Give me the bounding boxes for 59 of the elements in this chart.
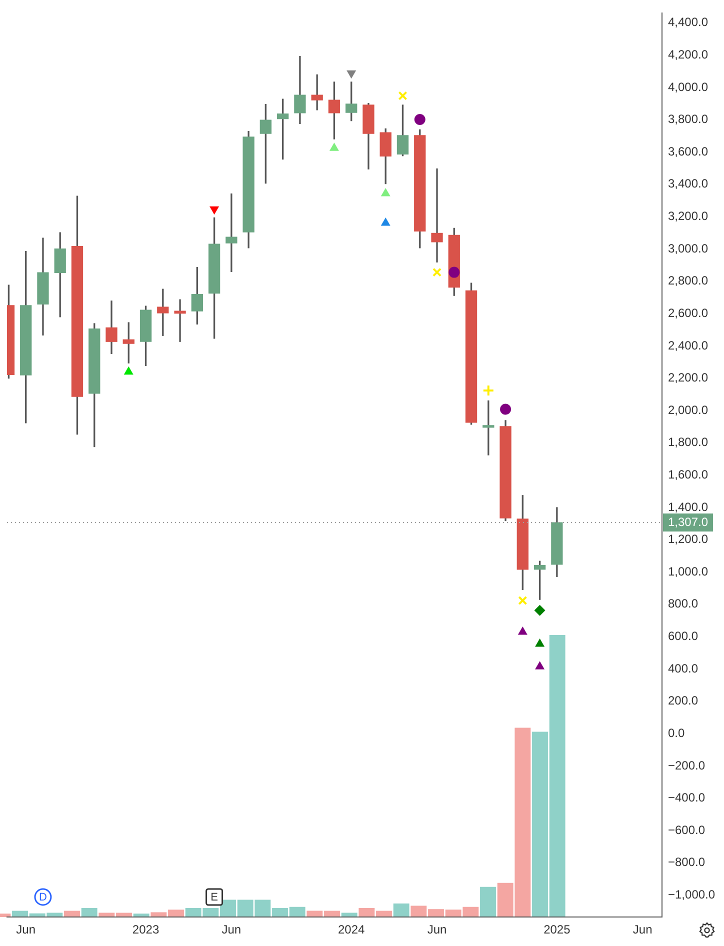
- y-tick-label: 2,200.0: [668, 370, 708, 385]
- y-tick-label: −800.0: [668, 855, 706, 870]
- y-tick-label: 3,200.0: [668, 209, 708, 224]
- point: [380, 188, 390, 196]
- y-tick-label: 400.0: [668, 661, 698, 676]
- y-tick-label: −600.0: [668, 822, 706, 837]
- candlestick: [174, 299, 186, 342]
- y-tick-label: 1,000.0: [668, 564, 708, 578]
- y-tick-label: 800.0: [668, 596, 698, 611]
- y-tick-label: 0.0: [668, 726, 686, 740]
- y-tick-label: 3,000.0: [668, 241, 708, 256]
- y-tick-label: 2,800.0: [668, 274, 708, 288]
- y-tick-label: 200.0: [668, 694, 698, 708]
- point: [398, 91, 408, 100]
- annotation: E: [210, 892, 218, 904]
- point: [329, 142, 339, 151]
- candlestick: [226, 193, 238, 272]
- point: [482, 384, 494, 397]
- point: [380, 218, 390, 226]
- point: [518, 626, 528, 635]
- y-tick-label: 2,000.0: [668, 402, 708, 417]
- y-tick-label: 2,600.0: [668, 306, 708, 320]
- y-tick-label: −1,000.0: [668, 888, 716, 902]
- y-tick-label: 1,800.0: [668, 435, 708, 450]
- point: [535, 661, 545, 670]
- x-tick-label: 2024: [338, 922, 366, 937]
- bar: [393, 903, 410, 917]
- point: [518, 596, 528, 606]
- ref-line-label: 1,307.0: [668, 514, 708, 529]
- point: [432, 268, 442, 277]
- x-tick-label: Jun: [632, 922, 652, 937]
- y-tick-label: 4,200.0: [668, 48, 708, 62]
- y-tick-label: 3,800.0: [668, 112, 708, 126]
- y-tick-label: 600.0: [668, 629, 698, 644]
- y-tick-label: −400.0: [668, 790, 706, 805]
- point: [414, 114, 426, 125]
- point: [500, 404, 512, 415]
- y-tick-label: 1,200.0: [668, 532, 708, 546]
- x-tick-label: Jun: [16, 922, 36, 937]
- y-tick-label: −200.0: [668, 758, 706, 772]
- y-tick-label: 1,600.0: [668, 468, 708, 482]
- point: [535, 638, 545, 647]
- y-tick-label: 3,600.0: [668, 144, 708, 158]
- annotation: D: [39, 892, 47, 904]
- bar: [81, 908, 98, 917]
- x-tick-label: 2025: [544, 922, 571, 937]
- x-tick-label: Jun: [222, 922, 242, 937]
- y-tick-label: 2,400.0: [668, 338, 708, 352]
- bar: [480, 886, 496, 917]
- x-tick-label: 2023: [132, 922, 160, 937]
- x-tick-label: Jun: [427, 922, 447, 937]
- y-tick-label: 4,400.0: [668, 15, 708, 30]
- point: [448, 266, 460, 278]
- point: [534, 604, 546, 616]
- y-tick-label: 1,400.0: [668, 500, 708, 514]
- point: [124, 366, 134, 375]
- y-tick-label: 3,400.0: [668, 176, 708, 191]
- y-tick-label: 4,000.0: [668, 80, 708, 94]
- candlestick: [431, 168, 443, 262]
